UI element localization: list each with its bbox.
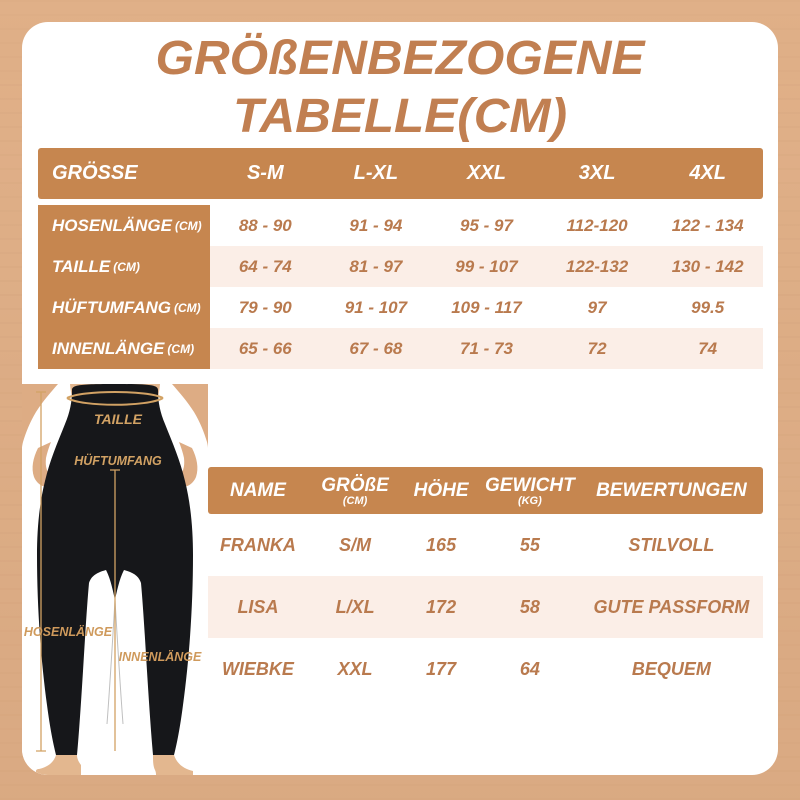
svg-text:INNENLÄNGE: INNENLÄNGE xyxy=(119,649,202,664)
svg-text:HOSENLÄNGE: HOSENLÄNGE xyxy=(24,624,113,639)
svg-text:TAILLE: TAILLE xyxy=(94,411,143,427)
svg-text:HÜFTUMFANG: HÜFTUMFANG xyxy=(74,453,162,468)
